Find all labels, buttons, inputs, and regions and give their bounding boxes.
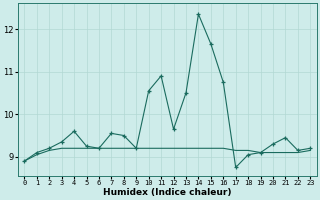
X-axis label: Humidex (Indice chaleur): Humidex (Indice chaleur)	[103, 188, 232, 197]
